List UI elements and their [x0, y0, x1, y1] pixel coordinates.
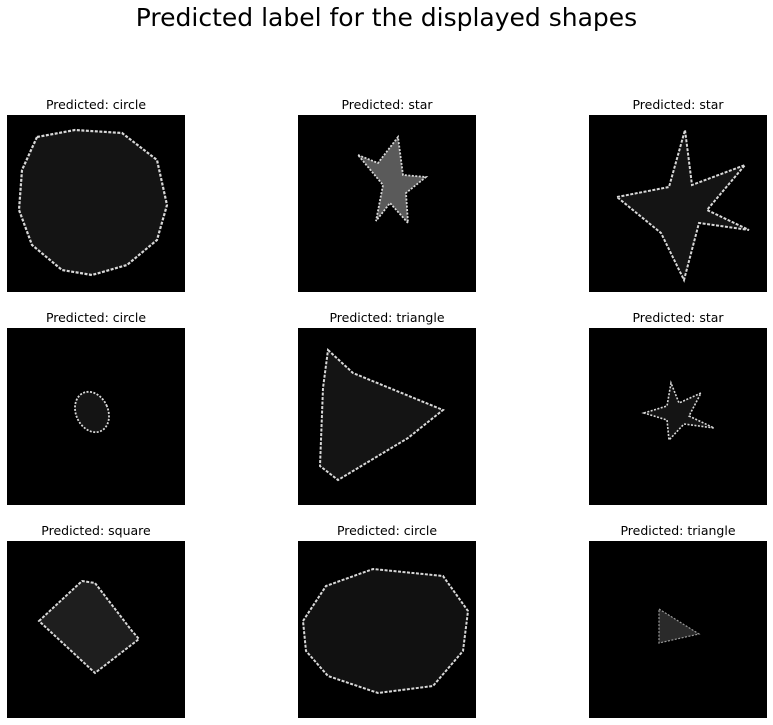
shape-image [589, 115, 767, 292]
shape-blob [614, 129, 750, 283]
panel-7: Predicted: square [7, 523, 185, 718]
panel-title: Predicted: square [41, 523, 151, 538]
panel-title: Predicted: star [632, 310, 724, 325]
shape-image [298, 328, 476, 505]
panel-title: Predicted: circle [336, 523, 438, 538]
panel-title: Predicted: triangle [620, 523, 736, 538]
shape-image [298, 115, 476, 292]
shape-image [7, 328, 185, 505]
panel-9: Predicted: triangle [589, 523, 767, 718]
panel-title: Predicted: star [632, 97, 724, 112]
panel-6: Predicted: star [589, 310, 767, 505]
shape-blob [658, 607, 701, 644]
panel-5: Predicted: triangle [298, 310, 476, 505]
shape-blob [357, 134, 429, 226]
shape-image [298, 541, 476, 718]
panel-1: Predicted: circle [7, 97, 185, 292]
shape-image [7, 115, 185, 292]
shape-image [589, 328, 767, 505]
panel-title: Predicted: circle [45, 310, 147, 325]
shape-blob [17, 128, 169, 277]
panel-4: Predicted: circle [7, 310, 185, 505]
shape-image [589, 541, 767, 718]
shape-blob [641, 380, 715, 442]
panel-3: Predicted: star [589, 97, 767, 292]
panel-2: Predicted: star [298, 97, 476, 292]
panel-title: Predicted: circle [45, 97, 147, 112]
shape-blob [301, 567, 470, 695]
panel-title: Predicted: star [341, 97, 433, 112]
shape-image [7, 541, 185, 718]
figure-title: Predicted label for the displayed shapes [135, 3, 638, 32]
panel-title: Predicted: triangle [329, 310, 445, 325]
shape-blob [74, 390, 110, 434]
shape-blob [37, 579, 141, 675]
panel-8: Predicted: circle [298, 523, 476, 718]
shape-blob [318, 347, 445, 482]
